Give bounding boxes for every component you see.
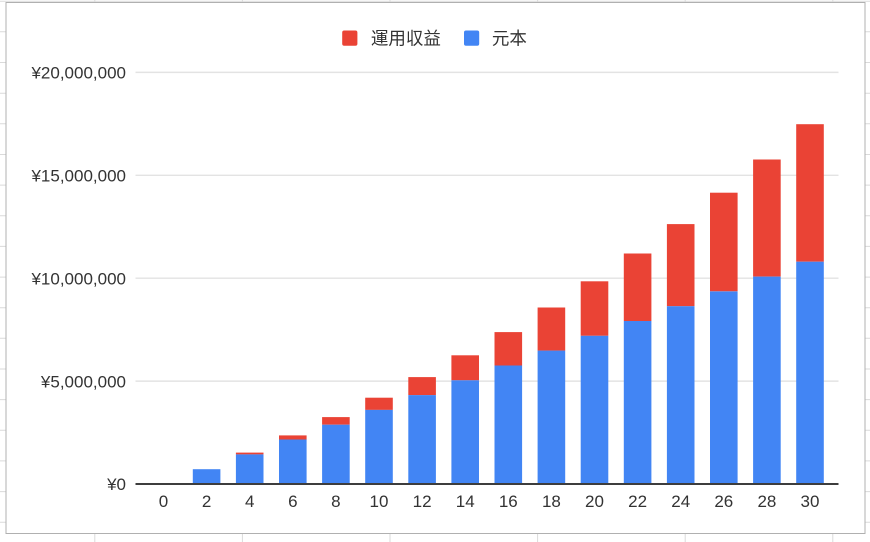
svg-text:8: 8 [331,492,340,511]
svg-text:24: 24 [671,492,690,511]
svg-text:4: 4 [245,492,254,511]
svg-text:12: 12 [413,492,432,511]
svg-text:10: 10 [370,492,389,511]
svg-text:¥0: ¥0 [106,475,126,494]
svg-text:20: 20 [585,492,604,511]
svg-text:14: 14 [456,492,475,511]
svg-text:元本: 元本 [492,28,527,48]
svg-text:¥15,000,000: ¥15,000,000 [30,167,126,186]
svg-text:6: 6 [288,492,297,511]
svg-text:¥5,000,000: ¥5,000,000 [40,372,126,391]
svg-text:16: 16 [499,492,518,511]
svg-text:26: 26 [714,492,733,511]
svg-text:0: 0 [159,492,168,511]
svg-text:30: 30 [801,492,820,511]
svg-text:28: 28 [757,492,776,511]
svg-text:18: 18 [542,492,561,511]
svg-text:¥20,000,000: ¥20,000,000 [30,64,126,83]
svg-text:運用収益: 運用収益 [371,28,441,48]
svg-text:2: 2 [202,492,211,511]
svg-text:¥10,000,000: ¥10,000,000 [30,269,126,288]
svg-text:22: 22 [628,492,647,511]
